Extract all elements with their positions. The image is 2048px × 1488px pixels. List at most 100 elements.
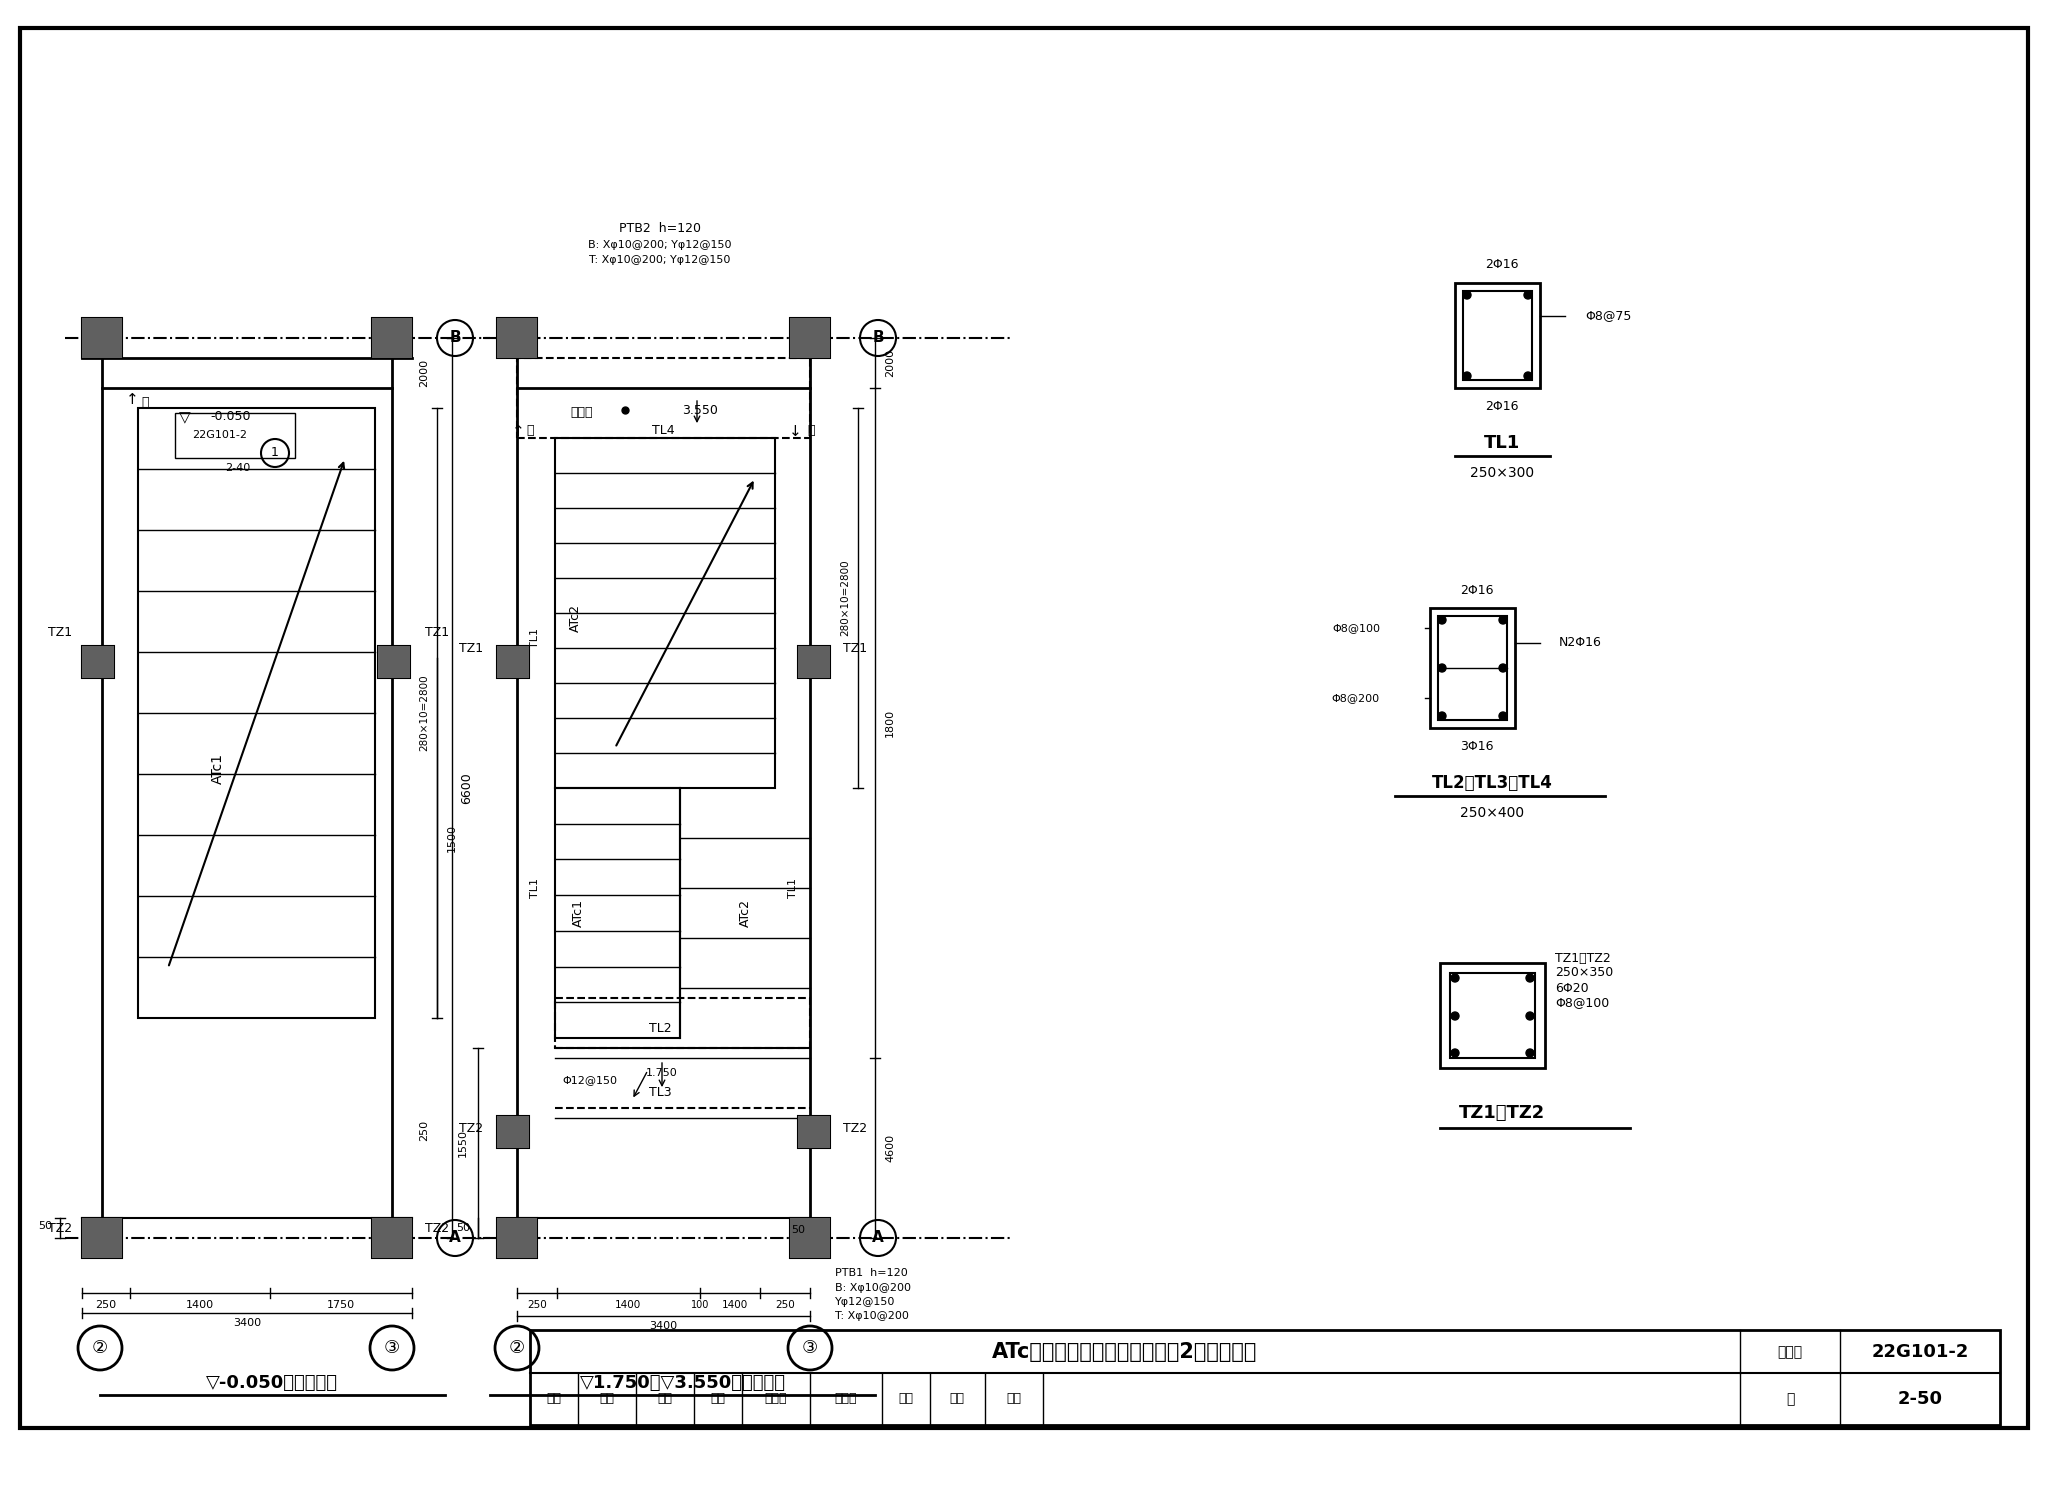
Text: ATc型楼梯施工图剖面注写示例2（平面图）: ATc型楼梯施工图剖面注写示例2（平面图）	[993, 1342, 1257, 1362]
Bar	[1462, 292, 1532, 379]
Text: ②: ②	[510, 1339, 524, 1357]
Bar	[379, 646, 410, 679]
Text: TZ2: TZ2	[426, 1222, 449, 1235]
Text: ▽: ▽	[178, 411, 190, 426]
Bar	[82, 646, 115, 679]
Text: 2Φ16: 2Φ16	[1460, 583, 1493, 597]
Bar	[373, 318, 412, 359]
Circle shape	[1524, 372, 1532, 379]
Text: 6600: 6600	[461, 772, 473, 804]
Text: Φ8@75: Φ8@75	[1585, 310, 1630, 323]
Text: 4600: 4600	[885, 1134, 895, 1162]
Bar	[799, 646, 829, 679]
Text: ↑: ↑	[512, 424, 524, 439]
Bar	[799, 1116, 829, 1149]
Circle shape	[1438, 711, 1446, 720]
Circle shape	[1499, 616, 1507, 623]
Text: 图集号: 图集号	[1778, 1345, 1802, 1359]
Text: 2-40: 2-40	[225, 463, 250, 473]
Circle shape	[1450, 1012, 1458, 1019]
Text: T: Xφ10@200: T: Xφ10@200	[836, 1311, 909, 1321]
Text: 3Φ16: 3Φ16	[1460, 740, 1493, 753]
Text: ↑: ↑	[125, 393, 139, 408]
Text: A: A	[449, 1231, 461, 1245]
Text: TZ1: TZ1	[426, 626, 449, 640]
Text: 100: 100	[690, 1301, 709, 1309]
Text: ATc2: ATc2	[569, 604, 582, 632]
Bar	[137, 408, 375, 1018]
Text: TZ1: TZ1	[844, 641, 866, 655]
Text: Φ8@200: Φ8@200	[1331, 693, 1380, 702]
Text: 页: 页	[1786, 1391, 1794, 1406]
Text: 仿册侦: 仿册侦	[836, 1393, 858, 1406]
Text: TZ2: TZ2	[844, 1122, 866, 1134]
Bar	[82, 1219, 123, 1257]
Text: 设计: 设计	[899, 1393, 913, 1406]
Bar	[555, 998, 811, 1048]
Text: TL1: TL1	[1485, 434, 1520, 452]
Text: 上: 上	[526, 424, 535, 437]
Bar	[498, 318, 537, 359]
Text: TZ2: TZ2	[47, 1222, 72, 1235]
Text: 1: 1	[270, 446, 279, 460]
Bar	[516, 359, 811, 437]
Text: 1500: 1500	[446, 824, 457, 853]
Text: ATc1: ATc1	[571, 899, 584, 927]
Bar	[1454, 283, 1540, 388]
Text: 1400: 1400	[721, 1301, 748, 1309]
Text: 2-50: 2-50	[1898, 1390, 1942, 1408]
Text: 250: 250	[774, 1301, 795, 1309]
Text: ▽-0.050楼梯平面图: ▽-0.050楼梯平面图	[207, 1373, 338, 1391]
Text: 2Φ16: 2Φ16	[1485, 259, 1520, 271]
Text: B: B	[872, 330, 885, 345]
Text: 6Φ20: 6Φ20	[1554, 982, 1589, 994]
Text: 李波: 李波	[950, 1393, 965, 1406]
Bar	[498, 646, 528, 679]
Text: 50: 50	[791, 1225, 805, 1235]
Circle shape	[1438, 616, 1446, 623]
Text: Φ8@100: Φ8@100	[1331, 623, 1380, 632]
Text: 250: 250	[420, 1119, 428, 1141]
Text: TL2: TL2	[649, 1021, 672, 1034]
Text: PTB2  h=120: PTB2 h=120	[618, 222, 700, 235]
Bar	[555, 437, 774, 789]
Circle shape	[1499, 664, 1507, 673]
Bar	[82, 318, 123, 359]
Bar	[373, 318, 412, 359]
Bar	[498, 1116, 528, 1149]
Text: 多版: 多版	[1006, 1393, 1022, 1406]
Text: -0.050: -0.050	[211, 409, 250, 423]
Bar	[791, 1219, 829, 1257]
Text: 280×10=2800: 280×10=2800	[840, 559, 850, 637]
Text: 280×10=2800: 280×10=2800	[420, 674, 428, 751]
Text: TZ2: TZ2	[459, 1122, 483, 1134]
Text: 吟昀: 吟昀	[657, 1393, 672, 1406]
Text: 2Φ16: 2Φ16	[1485, 399, 1520, 412]
Bar	[498, 1219, 537, 1257]
Text: 楼层梁: 楼层梁	[569, 406, 592, 420]
Text: ATc2: ATc2	[739, 899, 752, 927]
Bar	[82, 646, 115, 679]
Text: PTB1  h=120: PTB1 h=120	[836, 1268, 907, 1278]
Bar	[1430, 609, 1516, 728]
Bar	[799, 646, 829, 679]
Bar	[379, 646, 410, 679]
Text: 1550: 1550	[459, 1129, 469, 1158]
Text: A: A	[872, 1231, 885, 1245]
Text: N2Φ16: N2Φ16	[1559, 637, 1602, 649]
Bar	[1438, 616, 1507, 720]
Text: TL3: TL3	[649, 1086, 672, 1100]
Bar	[799, 1116, 829, 1149]
Bar	[1440, 963, 1544, 1068]
Circle shape	[1462, 292, 1470, 299]
Text: 3.550: 3.550	[682, 403, 719, 417]
Circle shape	[1450, 975, 1458, 982]
Bar	[791, 318, 829, 359]
Text: 22G101-2: 22G101-2	[1872, 1344, 1968, 1362]
Text: 张明: 张明	[600, 1393, 614, 1406]
Text: 250: 250	[96, 1301, 117, 1309]
Text: 1400: 1400	[614, 1301, 641, 1309]
Text: 上: 上	[141, 396, 150, 409]
Text: 250: 250	[526, 1301, 547, 1309]
Text: Φ8@100: Φ8@100	[1554, 997, 1610, 1009]
